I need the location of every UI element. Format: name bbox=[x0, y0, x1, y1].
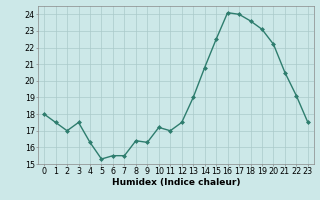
X-axis label: Humidex (Indice chaleur): Humidex (Indice chaleur) bbox=[112, 178, 240, 187]
